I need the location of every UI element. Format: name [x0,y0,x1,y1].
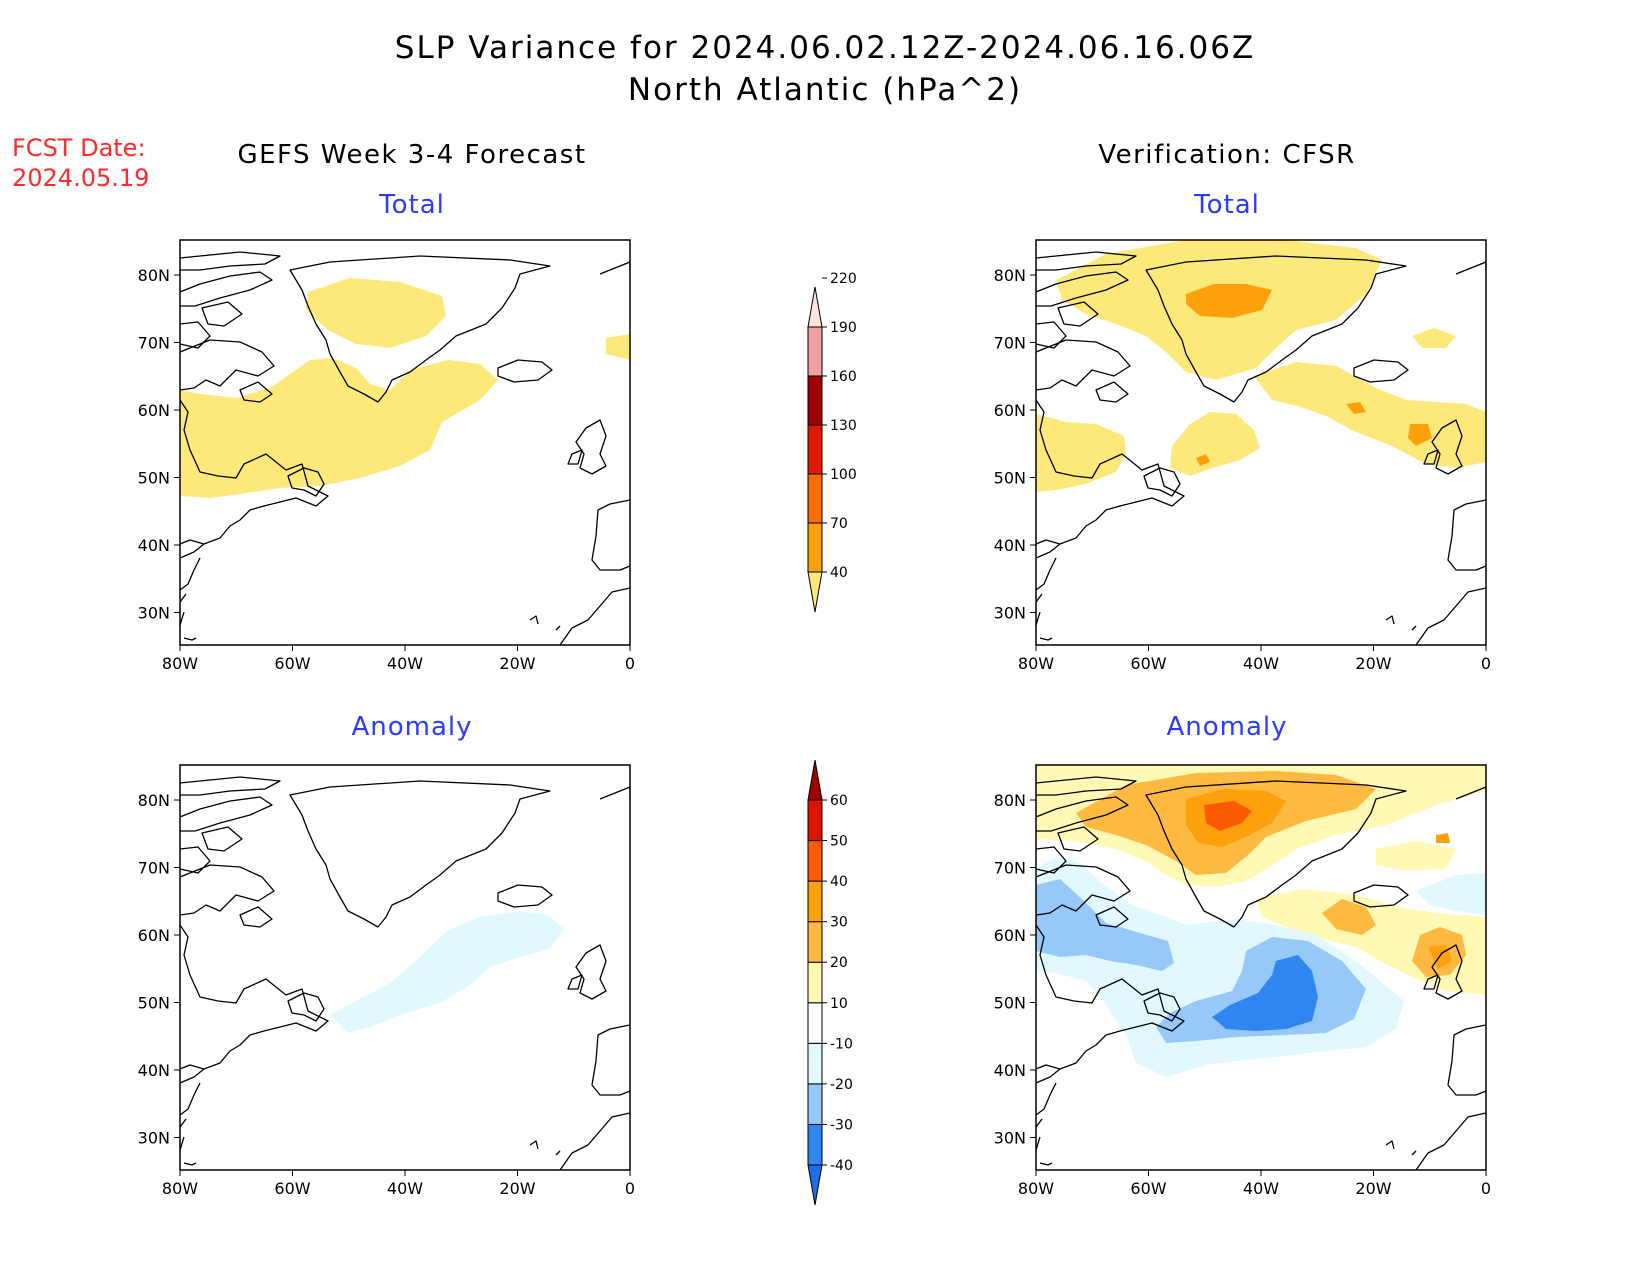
colorbar-end-high [807,286,823,328]
colorbar-label: -10 [830,1036,853,1052]
colorbar-label: 40 [830,565,848,581]
lat-tick-label: 80N [138,266,170,285]
lon-tick-label: 0 [1481,654,1491,673]
lon-tick-label: 40W [387,654,423,673]
lon-tick-label: 20W [1355,1179,1391,1198]
colorbar-label: 40 [830,874,848,890]
lon-tick-label: 20W [499,1179,535,1198]
colorbar-label: 30 [830,915,848,931]
colorbar-swatch [807,1042,823,1085]
lon-tick-label: 80W [162,1179,198,1198]
colorbar-label: 160 [830,369,857,385]
lon-tick-label: 40W [387,1179,423,1198]
lon-tick-label: 80W [1018,654,1054,673]
lat-tick-label: 50N [994,469,1026,488]
colorbar-end-high [807,759,823,801]
lat-tick-label: 40N [994,536,1026,555]
colorbar-label: 130 [830,418,857,434]
panel-title-cfsr-total: Total [1194,190,1260,220]
lon-tick-label: 60W [1130,1179,1166,1198]
colorbar-swatch [807,326,823,377]
lon-tick-label: 80W [162,654,198,673]
lat-tick-label: 70N [138,859,170,878]
lat-tick-label: 30N [138,1129,170,1148]
colorbar-swatch [807,880,823,923]
colorbar-swatch [807,522,823,573]
colorbar-swatch [807,961,823,1004]
lat-tick-label: 40N [138,536,170,555]
lon-tick-label: 40W [1243,654,1279,673]
colorbar-total: 40 70 100 130 160 190 220 [807,271,857,613]
colorbar-swatch [807,840,823,882]
lat-tick-label: 60N [994,926,1026,945]
map-panel-cfsr-total [1035,239,1487,646]
panel-title-cfsr-anomaly: Anomaly [1166,712,1288,742]
lat-tick-label: 50N [138,994,170,1013]
lat-tick-label: 50N [994,994,1026,1013]
title-line-1: SLP Variance for 2024.06.02.12Z-2024.06.… [394,30,1256,66]
lat-tick-label: 30N [138,604,170,623]
colorbar-label: 100 [830,467,857,483]
lat-tick-label: 50N [138,469,170,488]
lon-tick-label: 60W [274,654,310,673]
colorbar-label: 190 [830,320,857,336]
lon-tick-label: 40W [1243,1179,1279,1198]
colorbar-swatch [807,1083,823,1125]
colorbar-label: 60 [830,793,848,809]
lat-tick-label: 40N [994,1061,1026,1080]
colorbar-swatch [807,473,823,524]
fcst-date-value: 2024.05.19 [12,164,150,192]
lat-tick-label: 40N [138,1061,170,1080]
colorbar-swatch [807,799,823,842]
map-panel-gefs-anomaly [179,764,631,1171]
colorbar-label: 50 [830,834,848,850]
colorbar-label: -40 [830,1158,853,1174]
fcst-date-label: FCST Date: [12,134,146,162]
lon-tick-label: 0 [625,654,635,673]
lon-tick-label: 20W [499,654,535,673]
lat-tick-label: 60N [138,401,170,420]
map-panel-cfsr-anomaly [1035,764,1487,1171]
lat-tick-label: 80N [138,791,170,810]
colorbar-end-low [807,571,823,613]
lat-tick-label: 70N [994,859,1026,878]
map-panel-gefs-total [179,239,631,646]
panel-title-gefs-total: Total [379,190,445,220]
colorbar-anomaly: -40 -30 -20 -10 10 20 30 40 50 60 [807,759,853,1206]
colorbar-label: 10 [830,996,848,1012]
colorbar-swatch [807,1002,823,1044]
colorbar-swatch [807,375,823,426]
lon-tick-label: 60W [274,1179,310,1198]
colorbar-label: -30 [830,1117,853,1133]
column-header-gefs: GEFS Week 3-4 Forecast [237,140,587,170]
colorbar-swatch [807,1123,823,1166]
lat-tick-label: 30N [994,604,1026,623]
lon-tick-label: 0 [1481,1179,1491,1198]
axis-layer: 80W 60W 40W 20W 0 80N 70N 60N 50N 40N 30N 80W 60W 40W… [138,266,1491,1198]
colorbar-label: 70 [830,516,848,532]
lat-tick-label: 30N [994,1129,1026,1148]
lat-tick-label: 60N [138,926,170,945]
lat-tick-label: 70N [994,334,1026,353]
colorbar-swatch [807,424,823,475]
colorbar-swatch [807,921,823,963]
column-header-cfsr: Verification: CFSR [1098,140,1356,170]
lon-tick-label: 80W [1018,1179,1054,1198]
colorbar-end-low [807,1164,823,1206]
lat-tick-label: 60N [994,401,1026,420]
title-line-2: North Atlantic (hPa^2) [627,72,1023,108]
lat-tick-label: 80N [994,266,1026,285]
panel-title-gefs-anomaly: Anomaly [351,712,473,742]
colorbar-label: 20 [830,955,848,971]
lon-tick-label: 0 [625,1179,635,1198]
lat-tick-label: 80N [994,791,1026,810]
lat-tick-label: 70N [138,334,170,353]
lon-tick-label: 60W [1130,654,1166,673]
colorbar-label: 220 [830,271,857,287]
colorbar-label: -20 [830,1077,853,1093]
lon-tick-label: 20W [1355,654,1391,673]
